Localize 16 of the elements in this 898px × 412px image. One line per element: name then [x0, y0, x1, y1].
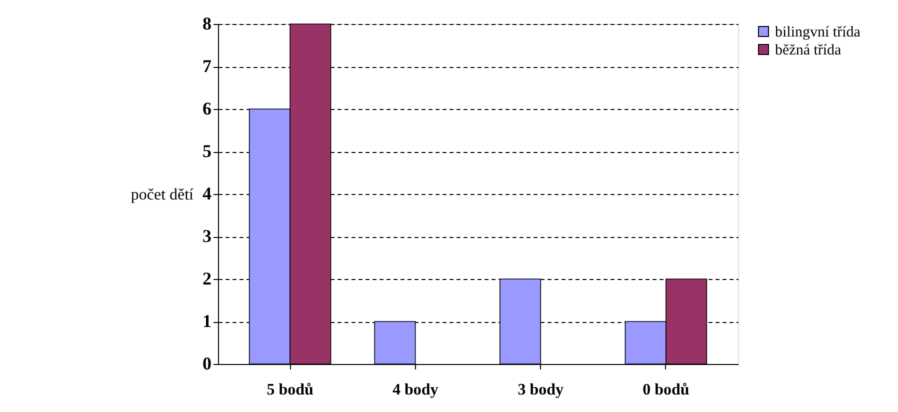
y-tick-label: 3: [202, 226, 212, 246]
y-tick-label: 8: [202, 14, 212, 34]
y-tick-label: 2: [202, 268, 212, 288]
y-tick-label: 6: [202, 98, 212, 118]
x-tick-label: 0 bodů: [642, 382, 690, 398]
y-tick-label: 5: [202, 141, 212, 161]
x-tick-label: 5 bodů: [266, 382, 314, 398]
y-tick-label: 7: [202, 56, 212, 76]
y-tick-label: 0: [202, 354, 212, 374]
y-axis-title: počet dětí: [130, 186, 194, 204]
y-tick-label: 4: [202, 184, 212, 204]
y-tick-label: 1: [202, 311, 212, 331]
legend-label: běžná třída: [775, 42, 842, 58]
x-tick-label: 3 body: [518, 382, 564, 398]
x-tick-label: 4 body: [392, 382, 438, 398]
legend-label: bilingvní třída: [775, 24, 861, 40]
